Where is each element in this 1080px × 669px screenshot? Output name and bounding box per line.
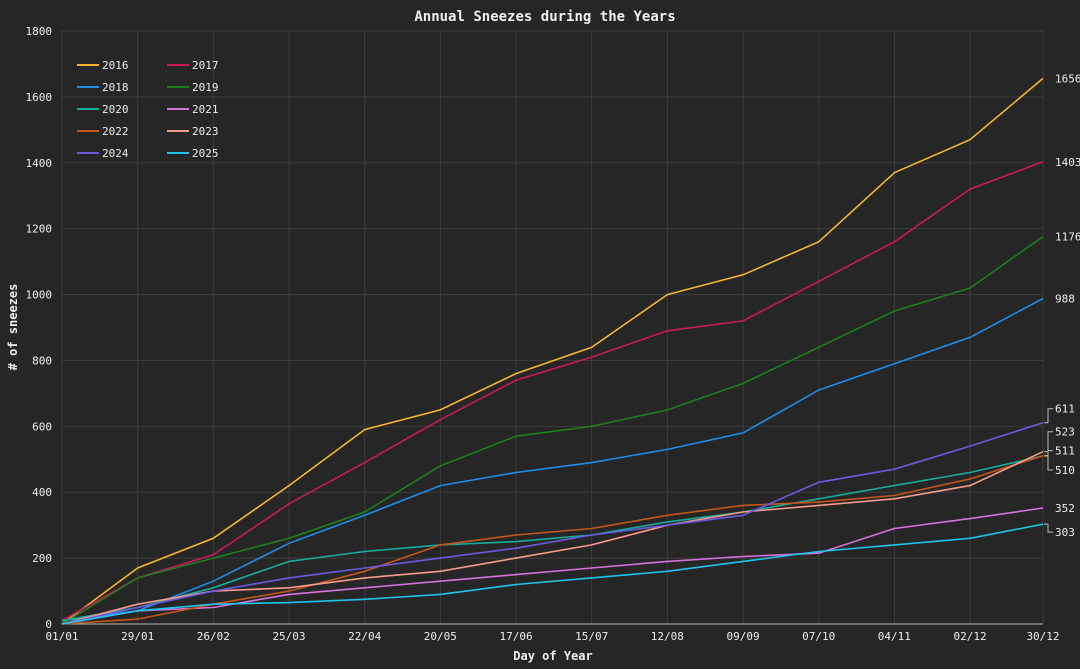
- legend-label-2025: 2025: [192, 147, 219, 160]
- end-label-2018: 988: [1055, 293, 1075, 306]
- x-axis-label: Day of Year: [513, 649, 592, 663]
- series-line-2019: [61, 235, 1044, 625]
- series-line-2023: [61, 450, 1044, 625]
- y-tick-label: 600: [32, 420, 52, 433]
- series-line-2018: [61, 297, 1044, 622]
- series-line-2022: [61, 454, 1044, 625]
- legend-label-2023: 2023: [192, 125, 219, 138]
- legend-label-2021: 2021: [192, 103, 219, 116]
- legend-label-2020: 2020: [102, 103, 129, 116]
- series-line-2016: [61, 77, 1044, 625]
- series-line-2020: [61, 455, 1044, 622]
- plot-frame: [61, 30, 1044, 625]
- y-tick-label: 200: [32, 552, 52, 565]
- x-tick-label: 04/11: [878, 630, 911, 643]
- y-tick-label: 0: [45, 618, 52, 631]
- end-label-2025: 303: [1055, 526, 1075, 539]
- series-line-2017: [61, 161, 1044, 622]
- legend-label-2024: 2024: [102, 147, 129, 160]
- x-tick-label: 09/09: [726, 630, 759, 643]
- legend-label-2019: 2019: [192, 81, 219, 94]
- x-tick-label: 17/06: [499, 630, 532, 643]
- end-label-2019: 1176: [1055, 231, 1080, 244]
- legend-label-2018: 2018: [102, 81, 129, 94]
- end-label-2016: 1656: [1055, 72, 1080, 85]
- legend-label-2022: 2022: [102, 125, 129, 138]
- x-tick-label: 26/02: [197, 630, 230, 643]
- x-tick-label: 12/08: [651, 630, 684, 643]
- x-tick-label: 01/01: [45, 630, 78, 643]
- x-tick-label: 20/05: [424, 630, 457, 643]
- y-tick-label: 1200: [26, 223, 53, 236]
- end-label-leader: [1044, 455, 1053, 471]
- legend-label-2017: 2017: [192, 59, 219, 72]
- x-tick-label: 30/12: [1026, 630, 1059, 643]
- end-label-2023: 523: [1055, 426, 1075, 439]
- end-label-leader: [1044, 523, 1053, 533]
- y-tick-label: 400: [32, 486, 52, 499]
- x-tick-label: 22/04: [348, 630, 381, 643]
- y-tick-label: 1600: [26, 91, 53, 104]
- end-labels: 1656 1403 988 1176 510 352 511 523 611 303: [1044, 72, 1080, 539]
- y-tick-label: 1000: [26, 289, 53, 302]
- series-line-2025: [61, 523, 1044, 625]
- y-tick-label: 800: [32, 354, 52, 367]
- y-tick-label: 1400: [26, 157, 53, 170]
- chart-title: Annual Sneezes during the Years: [414, 9, 675, 25]
- legend-label-2016: 2016: [102, 59, 129, 72]
- x-tick-label: 07/10: [802, 630, 835, 643]
- end-label-2020: 510: [1055, 464, 1075, 477]
- series-lines: [61, 77, 1044, 625]
- y-tick-label: 1800: [26, 25, 53, 38]
- y-axis-label: # of sneezes: [6, 284, 20, 371]
- legend: 2016 2017 2018 2019 2020 2021 2022 2023 2024 2025: [77, 59, 219, 160]
- x-tick-label: 25/03: [272, 630, 305, 643]
- end-label-2017: 1403: [1055, 156, 1080, 169]
- end-label-leader: [1044, 408, 1053, 424]
- end-label-leader: [1044, 431, 1053, 453]
- end-label-2024: 611: [1055, 403, 1075, 416]
- end-label-2022: 511: [1055, 445, 1075, 458]
- end-label-leader: [1044, 450, 1053, 457]
- end-label-2021: 352: [1055, 502, 1075, 515]
- series-line-2024: [61, 421, 1044, 625]
- series-line-2021: [61, 507, 1044, 625]
- x-tick-label: 15/07: [575, 630, 608, 643]
- x-tick-label: 29/01: [121, 630, 154, 643]
- x-tick-label: 02/12: [953, 630, 986, 643]
